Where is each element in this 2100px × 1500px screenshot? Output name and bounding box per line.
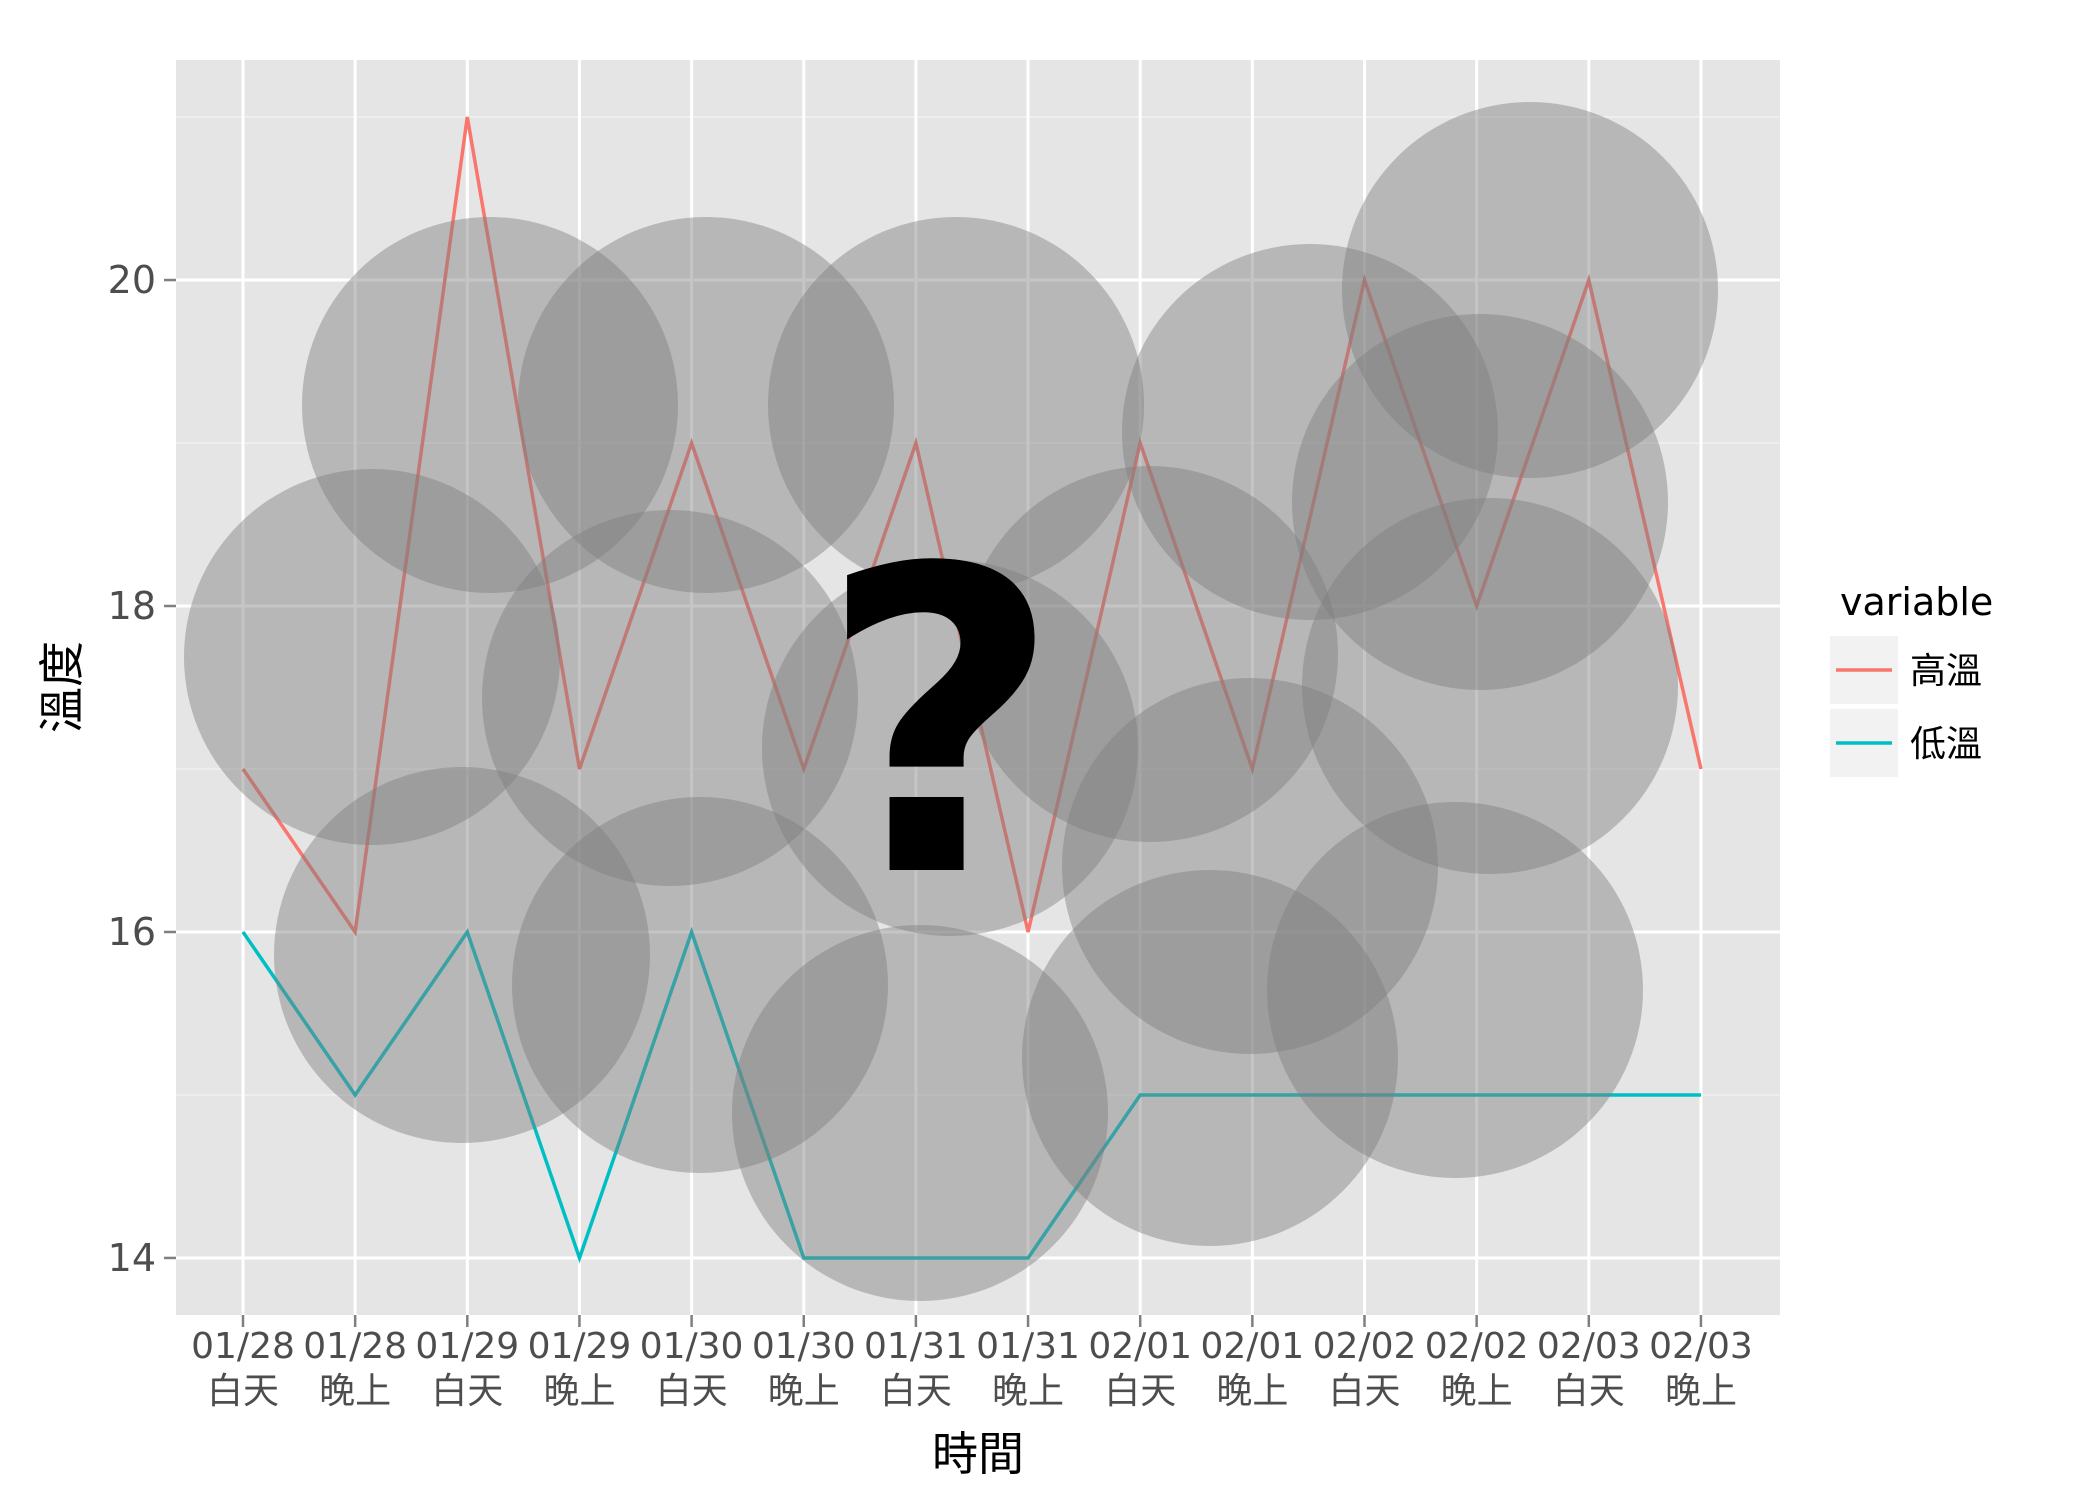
legend-label: 高溫 [1910, 651, 1982, 692]
series-line [241, 926, 1701, 1264]
x-tick-label-date: 01/28 [191, 1326, 295, 1367]
x-tick-label-period: 白天 [656, 1371, 728, 1412]
occlusion-circle [184, 469, 560, 845]
occlusion-circle [1292, 314, 1668, 690]
occlusion-circle [512, 797, 888, 1173]
occlusion-circle [1267, 802, 1643, 1178]
x-tick-label-date: 01/31 [864, 1326, 968, 1367]
x-tick-label-period: 晚上 [1665, 1371, 1737, 1412]
x-tick-label-date: 01/28 [303, 1326, 407, 1367]
x-tick-label-date: 02/02 [1425, 1326, 1529, 1367]
y-axis: 14 16 18 20 [108, 258, 176, 1280]
legend-title: variable [1840, 580, 1993, 624]
x-tick-label-date: 02/01 [1088, 1326, 1192, 1367]
x-tick-label-date: 01/30 [752, 1326, 856, 1367]
panel-background [176, 60, 1780, 1315]
occlusion-circle [518, 217, 894, 593]
x-axis: 01/28白天01/28晚上01/29白天01/29晚上01/30白天01/30… [191, 1315, 1753, 1412]
occlusion-circle [1302, 498, 1678, 874]
occlusion-circle [962, 466, 1338, 842]
occlusion-circle [762, 560, 1138, 936]
occlusion-circle [302, 217, 678, 593]
x-tick-label-period: 白天 [207, 1371, 279, 1412]
x-tick-label-date: 01/29 [415, 1326, 519, 1367]
series-lines [241, 116, 1703, 1264]
x-tick-label-period: 晚上 [768, 1371, 840, 1412]
series-line [241, 116, 1703, 937]
x-tick-label-period: 晚上 [1216, 1371, 1288, 1412]
x-tick-label-period: 晚上 [543, 1371, 615, 1412]
x-tick-label-period: 白天 [1104, 1371, 1176, 1412]
question-mark-glyph: ? [818, 481, 1062, 970]
occlusion-circle [274, 767, 650, 1143]
x-tick-label-date: 02/02 [1313, 1326, 1417, 1367]
x-tick-label-period: 晚上 [992, 1371, 1064, 1412]
x-tick-label-date: 02/01 [1200, 1326, 1304, 1367]
x-tick-label-period: 晚上 [1441, 1371, 1513, 1412]
x-tick-label-date: 01/29 [528, 1326, 632, 1367]
y-tick-label: 16 [108, 910, 156, 954]
y-tick-label: 20 [108, 258, 156, 302]
occlusion-circle [1062, 678, 1438, 1054]
x-tick-label-period: 晚上 [319, 1371, 391, 1412]
legend-label: 低溫 [1910, 724, 1982, 765]
occlusion-circle [1342, 102, 1718, 478]
x-tick-label-period: 白天 [1328, 1371, 1400, 1412]
occlusion-circle [732, 925, 1108, 1301]
occlusion-circle [1122, 244, 1498, 620]
x-tick-label-date: 02/03 [1537, 1326, 1641, 1367]
x-tick-label-date: 01/31 [976, 1326, 1080, 1367]
occlusion-circle [482, 510, 858, 886]
x-axis-title: 時間 [932, 1427, 1024, 1481]
x-tick-label-date: 02/03 [1649, 1326, 1753, 1367]
x-tick-label-date: 01/30 [640, 1326, 744, 1367]
x-tick-label-period: 白天 [1553, 1371, 1625, 1412]
y-axis-title: 溫度 [35, 641, 89, 733]
y-tick-label: 14 [108, 1236, 156, 1280]
occlusion-circle [1022, 870, 1398, 1246]
occlusion-circles [184, 102, 1718, 1301]
occlusion-circle [768, 217, 1144, 593]
x-tick-label-period: 白天 [880, 1371, 952, 1412]
x-tick-label-period: 白天 [431, 1371, 503, 1412]
y-tick-label: 18 [108, 584, 156, 628]
